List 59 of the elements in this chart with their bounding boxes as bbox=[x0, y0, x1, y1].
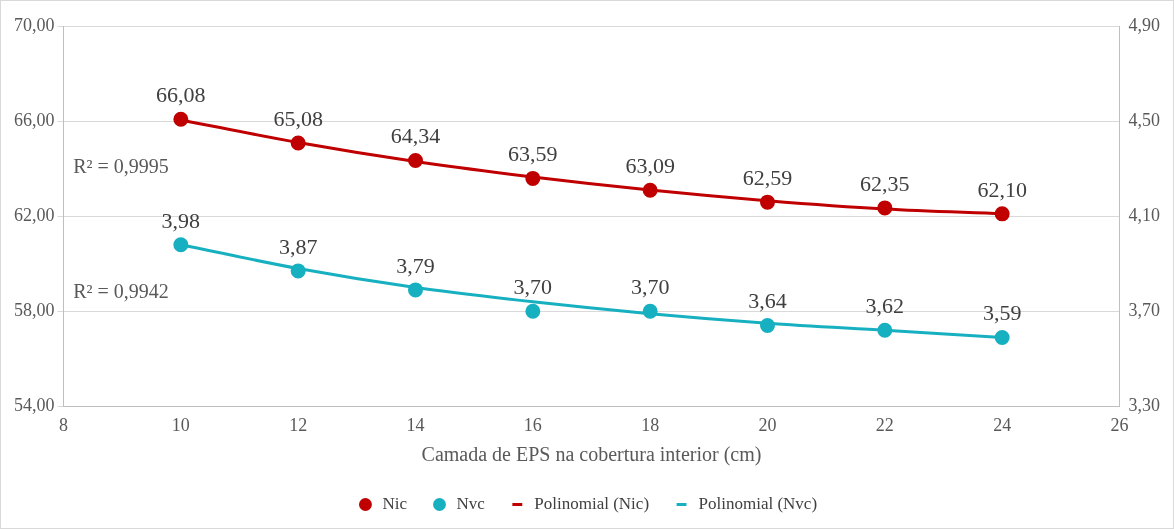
data-label: 3,70 bbox=[513, 274, 553, 300]
point bbox=[408, 282, 423, 298]
x-tick-label: 18 bbox=[641, 414, 660, 435]
x-tick-label: 22 bbox=[875, 414, 894, 435]
point bbox=[877, 200, 893, 216]
y2-tick-label: 3,70 bbox=[1128, 300, 1160, 321]
x-tick-label: 12 bbox=[289, 414, 308, 435]
point bbox=[525, 170, 541, 186]
y2-tick-label: 4,50 bbox=[1128, 109, 1160, 130]
point bbox=[408, 153, 423, 169]
data-label: 63,59 bbox=[508, 141, 558, 167]
point bbox=[642, 182, 658, 198]
y2-tick-label: 4,90 bbox=[1128, 14, 1160, 35]
x-tick-label: 20 bbox=[758, 414, 777, 435]
x-tick-label: 8 bbox=[59, 414, 68, 435]
data-label: 3,64 bbox=[748, 288, 787, 314]
point bbox=[877, 322, 893, 338]
x-tick-label: 14 bbox=[406, 414, 425, 435]
point bbox=[525, 303, 541, 319]
y2-tick-label: 3,30 bbox=[1128, 395, 1160, 416]
point bbox=[760, 194, 775, 210]
x-tick-label: 24 bbox=[993, 414, 1012, 435]
data-label: 62,59 bbox=[742, 164, 793, 190]
point bbox=[173, 237, 189, 253]
point bbox=[290, 135, 306, 151]
data-label: 62,35 bbox=[860, 170, 910, 196]
x-tick-label: 10 bbox=[171, 414, 190, 435]
data-label: 65,08 bbox=[273, 105, 323, 131]
data-label: 63,09 bbox=[625, 153, 675, 179]
data-label: 3,59 bbox=[982, 300, 1022, 326]
point bbox=[994, 329, 1010, 345]
data-label: 3,79 bbox=[396, 252, 435, 278]
data-label: 66,08 bbox=[156, 81, 206, 107]
y-tick-label: 62,00 bbox=[14, 204, 55, 225]
data-label: 3,98 bbox=[161, 207, 201, 233]
point bbox=[173, 111, 189, 127]
data-label: 3,70 bbox=[630, 274, 670, 300]
point bbox=[994, 206, 1010, 222]
legend-label: Polinomial (Nvc) bbox=[698, 493, 818, 513]
data-label: 62,10 bbox=[977, 176, 1027, 202]
y-tick-label: 70,00 bbox=[14, 14, 55, 35]
y-tick-label: 58,00 bbox=[14, 300, 55, 321]
point bbox=[642, 303, 658, 319]
legend-label: Polinomial (Nic) bbox=[534, 493, 650, 513]
data-label: 64,34 bbox=[390, 123, 441, 149]
y-tick-label: 54,00 bbox=[14, 395, 55, 416]
legend-label: Nvc bbox=[456, 493, 486, 513]
annotation: R² = 0,9995 bbox=[73, 155, 169, 178]
point bbox=[290, 263, 306, 279]
x-axis-title: Camada de EPS na cobertura interior (cm) bbox=[421, 443, 762, 467]
data-label: 3,62 bbox=[865, 293, 905, 319]
annotation: R² = 0,9942 bbox=[73, 279, 169, 302]
y2-tick-label: 4,10 bbox=[1128, 204, 1160, 225]
x-tick-label: 26 bbox=[1110, 414, 1129, 435]
y-tick-label: 66,00 bbox=[14, 109, 55, 130]
x-tick-label: 16 bbox=[523, 414, 542, 435]
data-label: 3,87 bbox=[278, 233, 318, 259]
point bbox=[760, 318, 775, 334]
legend-label: Nic bbox=[382, 493, 408, 513]
